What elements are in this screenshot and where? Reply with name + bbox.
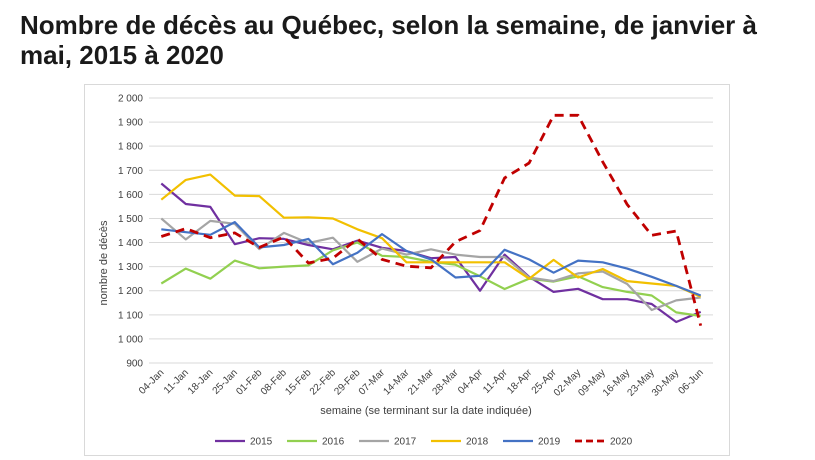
y-axis-title: nombre de décès <box>98 220 110 305</box>
legend-label: 2018 <box>466 437 489 448</box>
x-tick-label: 06-Jun <box>676 367 705 396</box>
x-tick-label: 14-Mar <box>381 367 412 398</box>
x-tick-label: 04-Jan <box>137 367 166 396</box>
x-tick-label: 22-Feb <box>308 367 338 397</box>
series-line-2017 <box>160 217 701 312</box>
x-tick-label: 21-Mar <box>406 367 437 398</box>
x-tick-label: 04-Apr <box>456 367 485 396</box>
x-tick-label: 11-Apr <box>481 367 510 396</box>
legend-label: 2017 <box>394 437 417 448</box>
y-tick-label: 2 000 <box>118 94 143 105</box>
series-line-2019 <box>161 221 702 297</box>
x-tick-label: 28-Mar <box>430 367 461 398</box>
series-lines <box>160 113 703 327</box>
gridlines <box>149 97 713 364</box>
y-tick-label: 900 <box>126 359 143 370</box>
x-tick-label: 07-Mar <box>357 367 388 398</box>
x-tick-label: 15-Feb <box>283 367 313 397</box>
y-tick-label: 1 800 <box>118 142 143 153</box>
y-tick-label: 1 900 <box>118 118 143 129</box>
x-tick-label: 01-Feb <box>234 367 264 397</box>
x-tick-label: 18-Apr <box>505 367 534 396</box>
y-tick-label: 1 700 <box>118 166 143 177</box>
legend-label: 2019 <box>538 437 561 448</box>
y-tick-label: 1 000 <box>118 334 143 345</box>
x-axis-title: semaine (se terminant sur la date indiqu… <box>320 405 532 417</box>
chart-frame: 2 000 1 900 1 800 1 700 1 600 1 500 1 400 1 300… <box>84 84 730 456</box>
x-tick-label: 08-Feb <box>259 367 289 397</box>
y-tick-label: 1 600 <box>118 190 143 201</box>
legend-label: 2015 <box>250 437 273 448</box>
legend: 2015 2016 2017 2018 2019 2020 <box>215 437 633 448</box>
legend-label: 2016 <box>322 437 345 448</box>
legend-label: 2020 <box>610 437 633 448</box>
series-line-2020 <box>160 113 703 327</box>
y-tick-label: 1 400 <box>118 238 143 249</box>
y-tick-label: 1 300 <box>118 262 143 273</box>
line-chart: 2 000 1 900 1 800 1 700 1 600 1 500 1 400 1 300… <box>98 94 713 448</box>
page-title: Nombre de décès au Québec, selon la sema… <box>20 10 757 70</box>
series-line-2018 <box>160 173 702 298</box>
x-tick-label: 11-Jan <box>162 367 191 396</box>
y-tick-label: 1 500 <box>118 214 143 225</box>
y-tick-labels: 2 000 1 900 1 800 1 700 1 600 1 500 1 400 1 300… <box>118 94 143 370</box>
series-line-2015 <box>160 182 702 324</box>
x-tick-label: 18-Jan <box>186 367 215 396</box>
x-tick-label: 30-May <box>650 367 681 398</box>
y-tick-label: 1 200 <box>118 286 143 297</box>
x-tick-label: 29-Feb <box>332 367 362 397</box>
x-tick-labels: 04-Jan11-Jan18-Jan25-Jan01-Feb08-Feb15-F… <box>137 367 706 399</box>
y-tick-label: 1 100 <box>118 310 143 321</box>
